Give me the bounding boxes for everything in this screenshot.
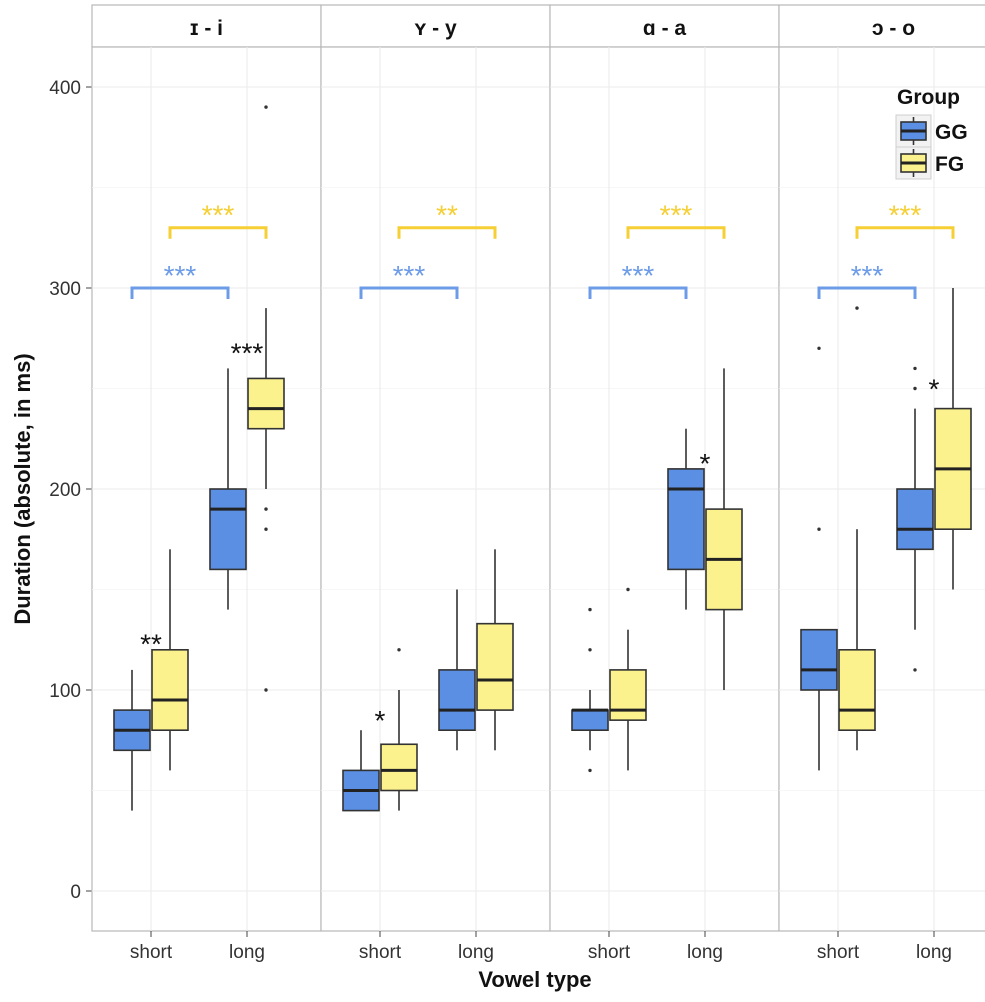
- y-tick-label: 300: [49, 279, 81, 300]
- facet-strip: [320, 4, 551, 48]
- box-fg: [380, 743, 418, 792]
- legend-layer: Group GG FG: [895, 86, 968, 180]
- facet-strip-label: ɪ - i: [190, 17, 223, 40]
- significance-stars: ***: [231, 337, 264, 368]
- box-gg: [667, 468, 705, 571]
- facet-strip-label: ɔ - o: [872, 17, 915, 40]
- facet-strip-label: ɑ - a: [643, 17, 686, 40]
- x-tick-label: long: [916, 942, 952, 963]
- x-axis-title: Vowel type: [478, 967, 591, 992]
- x-tick-label: long: [687, 942, 723, 963]
- y-tick-label: 0: [70, 882, 81, 903]
- bracket-stars: ***: [164, 260, 197, 291]
- bracket-stars: ***: [622, 260, 655, 291]
- outlier-point: [913, 668, 917, 672]
- box-gg: [438, 669, 476, 732]
- x-tick-label: long: [458, 942, 494, 963]
- y-tick-label: 100: [49, 681, 81, 702]
- box-gg: [896, 488, 934, 551]
- outlier-point: [913, 386, 917, 391]
- x-tick-label: short: [817, 942, 860, 963]
- significance-bracket-gg: [359, 286, 459, 299]
- outlier-point: [264, 688, 268, 692]
- y-axis-title: Duration (absolute, in ms): [10, 353, 35, 624]
- x-tick-label: long: [229, 942, 265, 963]
- significance-stars: *: [929, 373, 940, 404]
- facet-strip: [91, 4, 322, 48]
- outlier-point: [264, 105, 268, 109]
- facet-strip-label: ʏ - y: [414, 17, 457, 40]
- y-tick-label: 200: [49, 480, 81, 501]
- facet-strip: [778, 4, 985, 48]
- legend-label-fg: FG: [935, 153, 964, 176]
- outlier-point: [913, 366, 917, 371]
- box-fg: [476, 622, 514, 711]
- significance-bracket-fg: [626, 226, 726, 239]
- bracket-stars: ***: [660, 200, 693, 231]
- axes-layer: 0 100 200 300 400: [49, 78, 92, 903]
- box-fg: [247, 377, 285, 430]
- significance-bracket-gg: [817, 286, 917, 299]
- significance-bracket-fg: [397, 226, 497, 239]
- significance-stars: **: [140, 629, 162, 660]
- outlier-point: [397, 648, 401, 652]
- significance-stars: *: [375, 705, 386, 736]
- outlier-point: [264, 527, 268, 531]
- box-gg: [209, 488, 247, 571]
- significance-bracket-gg: [588, 286, 688, 299]
- outlier-point: [855, 306, 859, 310]
- bracket-stars: ***: [889, 200, 922, 231]
- box-gg: [571, 709, 609, 731]
- bracket-stars: ***: [851, 260, 884, 291]
- x-tick-label: short: [359, 942, 402, 963]
- x-tick-label: short: [130, 942, 173, 963]
- outlier-point: [817, 346, 821, 350]
- significance-bracket-fg: [855, 226, 955, 239]
- box-fg: [151, 648, 189, 731]
- y-tick-label: 400: [49, 78, 81, 99]
- outlier-point: [588, 768, 592, 773]
- bracket-stars: **: [436, 200, 458, 231]
- x-tick-label: short: [588, 942, 631, 963]
- outlier-point: [588, 648, 592, 652]
- box-fg: [838, 648, 876, 731]
- outlier-point: [588, 607, 592, 612]
- significance-bracket-fg: [168, 226, 268, 239]
- outlier-point: [626, 587, 630, 592]
- bracket-stars: ***: [202, 200, 235, 231]
- significance-stars: *: [700, 448, 711, 479]
- bracket-stars: ***: [393, 260, 426, 291]
- legend-label-gg: GG: [935, 121, 968, 144]
- outlier-point: [817, 527, 821, 531]
- box-fg: [609, 669, 647, 721]
- legend-title: Group: [897, 86, 960, 109]
- outlier-point: [264, 507, 268, 511]
- box-gg: [800, 628, 838, 691]
- significance-bracket-gg: [130, 286, 230, 299]
